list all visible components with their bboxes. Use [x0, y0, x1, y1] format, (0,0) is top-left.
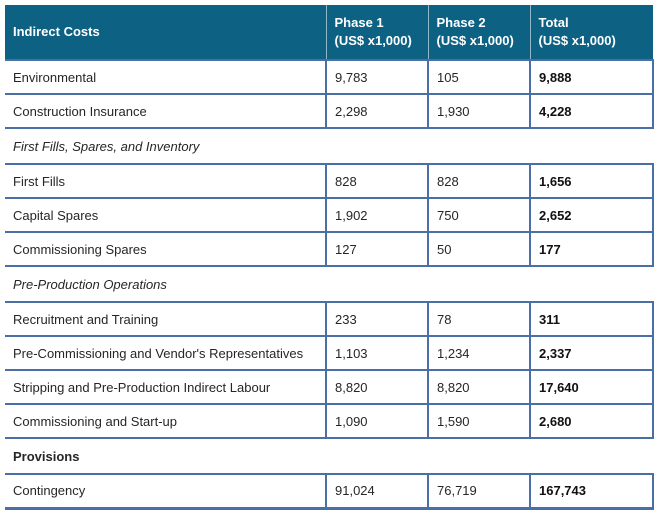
column-header-indirect-costs: Indirect Costs: [5, 5, 326, 61]
phase1-value: 2,298: [325, 93, 428, 129]
row-label: Pre-Commissioning and Vendor's Represent…: [5, 335, 326, 371]
table-row: Construction Insurance 2,298 1,930 4,228: [5, 93, 654, 129]
table-row: Stripping and Pre-Production Indirect La…: [5, 369, 654, 405]
total-value: 17,640: [529, 369, 654, 405]
row-label: First Fills: [5, 163, 326, 199]
phase1-value: 9,783: [325, 59, 428, 95]
phase2-value: 1,590: [427, 403, 530, 439]
phase2-value: 78: [427, 301, 530, 337]
column-header-label: Indirect Costs: [13, 24, 100, 40]
table-body: Environmental 9,783 105 9,888 Construction I…: [5, 59, 654, 510]
column-header-total: Total (US$ x1,000): [529, 5, 653, 61]
section-row: Provisions: [5, 438, 653, 474]
phase1-value: 1,902: [325, 197, 428, 233]
column-header-label: Total: [538, 15, 569, 31]
row-label: Commissioning Spares: [5, 231, 326, 267]
phase1-value: 91,024: [325, 473, 428, 510]
table-row: Commissioning Spares 127 50 177: [5, 231, 654, 267]
phase2-value: 50: [427, 231, 530, 267]
total-value: 2,680: [529, 403, 654, 439]
section-row: Pre-Production Operations: [5, 266, 653, 302]
table-row: Contingency 91,024 76,719 167,743: [5, 473, 654, 510]
table-row: Commissioning and Start-up 1,090 1,590 2,68…: [5, 403, 654, 439]
total-value: 167,743: [529, 473, 654, 510]
section-label: First Fills, Spares, and Inventory: [5, 128, 653, 164]
phase2-value: 76,719: [427, 473, 530, 510]
phase1-value: 1,103: [325, 335, 428, 371]
total-value: 4,228: [529, 93, 654, 129]
column-header-phase2: Phase 2 (US$ x1,000): [427, 5, 530, 61]
phase2-value: 828: [427, 163, 530, 199]
total-value: 2,337: [529, 335, 654, 371]
row-label: Capital Spares: [5, 197, 326, 233]
row-label: Construction Insurance: [5, 93, 326, 129]
phase2-value: 1,930: [427, 93, 530, 129]
section-label: Provisions: [5, 438, 653, 474]
phase2-value: 8,820: [427, 369, 530, 405]
column-header-sublabel: (US$ x1,000): [436, 33, 514, 48]
section-row: First Fills, Spares, and Inventory: [5, 128, 653, 164]
total-value: 9,888: [529, 59, 654, 95]
table-row: Recruitment and Training 233 78 311: [5, 301, 654, 337]
phase2-value: 105: [427, 59, 530, 95]
total-value: 311: [529, 301, 654, 337]
column-header-phase1: Phase 1 (US$ x1,000): [325, 5, 428, 61]
indirect-costs-table: Indirect Costs Phase 1 (US$ x1,000) Phas…: [5, 5, 654, 510]
table-row: Pre-Commissioning and Vendor's Represent…: [5, 335, 654, 371]
row-label: Environmental: [5, 59, 326, 95]
phase1-value: 828: [325, 163, 428, 199]
column-header-sublabel: (US$ x1,000): [334, 33, 412, 48]
column-header-label: Phase 1: [334, 15, 384, 31]
column-header-sublabel: (US$ x1,000): [538, 33, 616, 48]
row-label: Commissioning and Start-up: [5, 403, 326, 439]
table-row: Environmental 9,783 105 9,888: [5, 59, 654, 95]
phase1-value: 233: [325, 301, 428, 337]
total-value: 2,652: [529, 197, 654, 233]
phase1-value: 127: [325, 231, 428, 267]
phase1-value: 1,090: [325, 403, 428, 439]
row-label: Stripping and Pre-Production Indirect La…: [5, 369, 326, 405]
table-row: Capital Spares 1,902 750 2,652: [5, 197, 654, 233]
row-label: Recruitment and Training: [5, 301, 326, 337]
row-label: Contingency: [5, 473, 326, 510]
total-value: 1,656: [529, 163, 654, 199]
table-row: First Fills 828 828 1,656: [5, 163, 654, 199]
phase1-value: 8,820: [325, 369, 428, 405]
column-header-label: Phase 2: [436, 15, 486, 31]
phase2-value: 750: [427, 197, 530, 233]
phase2-value: 1,234: [427, 335, 530, 371]
total-value: 177: [529, 231, 654, 267]
table-header-row: Indirect Costs Phase 1 (US$ x1,000) Phas…: [5, 5, 653, 61]
section-label: Pre-Production Operations: [5, 266, 653, 302]
